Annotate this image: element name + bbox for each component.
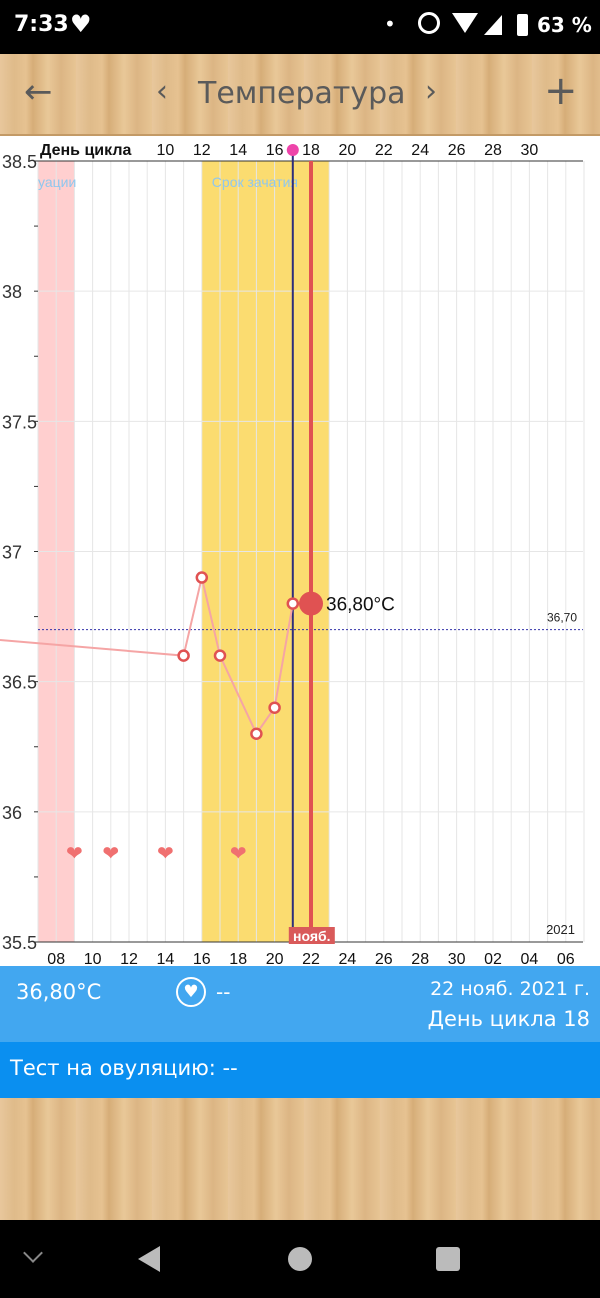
date-tick-label: 04 [521, 951, 539, 966]
temperature-point[interactable] [268, 701, 281, 714]
date-tick-label: 28 [411, 951, 429, 966]
date-tick-label: 02 [484, 951, 502, 966]
cycle-day-tick-label: 16 [266, 142, 284, 159]
back-arrow-icon[interactable]: ← [24, 72, 53, 112]
cycle-day-tick-label: 14 [229, 142, 247, 159]
intercourse-heart-icon: ❤ [157, 841, 174, 865]
nav-recents-icon[interactable] [436, 1247, 460, 1271]
temperature-series-line [0, 577, 311, 736]
cycle-day-tick-label: 12 [193, 142, 211, 159]
temperature-point[interactable] [286, 597, 300, 610]
wifi-icon [452, 13, 478, 33]
month-badge [288, 927, 335, 944]
date-tick-label: 12 [120, 951, 138, 966]
y-tick-label: 38.5 [2, 152, 37, 172]
date-tick-label: 22 [302, 951, 320, 966]
date-tick-label: 20 [266, 951, 284, 966]
fertile-window-label: Срок зачатия [212, 174, 298, 190]
y-tick-label: 36.5 [2, 673, 37, 693]
y-tick-label: 37 [2, 543, 22, 563]
cycle-day-tick-label: 24 [411, 142, 429, 159]
cycle-day-tick-label: 20 [339, 142, 357, 159]
temperature-point[interactable] [213, 649, 227, 662]
info-temperature: 36,80°C [16, 980, 102, 1004]
cycle-day-tick-label: 22 [375, 142, 393, 159]
intercourse-heart-icon: ❤ [102, 841, 119, 865]
cycle-day-tick-label: 10 [157, 142, 175, 159]
temperature-point[interactable] [250, 727, 263, 740]
cycle-day-tick-label: 18 [302, 142, 320, 159]
cycle-day-tick-label: 30 [521, 142, 539, 159]
chevron-right-icon[interactable]: › [425, 74, 437, 109]
y-tick-label: 37.5 [2, 412, 37, 432]
date-tick-label: 10 [84, 951, 102, 966]
year-label: 2021 [546, 922, 575, 937]
intercourse-heart-icon: ❤ [66, 841, 83, 865]
cycle-day-label: День цикла [40, 142, 131, 159]
status-time: 7:33 [14, 12, 69, 37]
menstruation-label: уации [38, 174, 76, 190]
info-date: 22 нояб. 2021 г. [430, 978, 590, 1000]
app-header: ← ‹ Температура › + [0, 54, 600, 136]
month-label: нояб. [293, 928, 331, 944]
add-icon[interactable]: + [544, 68, 578, 114]
date-tick-label: 24 [339, 951, 357, 966]
page-title: Температура [198, 76, 406, 111]
y-tick-label: 35.5 [2, 933, 37, 953]
date-tick-label: 06 [557, 951, 575, 966]
heart-circle-icon: ♥ [176, 977, 206, 1007]
battery-percentage: 63 % [537, 13, 592, 37]
battery-icon [517, 14, 528, 36]
ovulation-test-bar[interactable]: Тест на овуляцию: -- [0, 1042, 600, 1098]
date-tick-label: 16 [193, 951, 211, 966]
nav-home-icon[interactable] [288, 1247, 312, 1271]
temperature-chart[interactable]: 38.5 38 37.5 37 36.5 36 35.5 36,70 уации Срок … [0, 136, 600, 966]
date-tick-label: 14 [157, 951, 175, 966]
chevron-down-icon[interactable] [23, 1243, 43, 1263]
y-tick-label: 36 [2, 803, 22, 823]
signal-icon [484, 15, 502, 35]
day-info-panel[interactable]: 36,80°C ♥ -- 22 нояб. 2021 г. День цикла… [0, 966, 600, 1042]
temperature-point[interactable] [195, 571, 209, 584]
ovulation-test-label: Тест на овуляцию: -- [10, 1056, 238, 1080]
selected-point[interactable] [299, 591, 323, 616]
nav-back-icon[interactable] [138, 1246, 160, 1272]
temperature-chart-svg[interactable]: 38.5 38 37.5 37 36.5 36 35.5 36,70 уации Срок … [0, 136, 600, 966]
date-tick-label: 18 [229, 951, 247, 966]
ovulation-marker [286, 144, 299, 156]
date-tick-label: 30 [448, 951, 466, 966]
cycle-day-tick-label: 28 [484, 142, 502, 159]
date-tick-label: 08 [47, 951, 65, 966]
cycle-day-tick-label: 26 [448, 142, 466, 159]
y-tick-label: 38 [2, 282, 22, 302]
info-cycle-day: День цикла 18 [427, 1007, 590, 1031]
chevron-left-icon[interactable]: ‹ [156, 74, 168, 109]
temperature-point[interactable] [177, 649, 190, 662]
intercourse-heart-icon: ❤ [230, 841, 247, 865]
selected-temp-label: 36,80°C [326, 595, 395, 616]
status-bar: 7:33 ♥ • 63 % [0, 0, 600, 54]
date-tick-label: 26 [375, 951, 393, 966]
heart-icon: ♥ [70, 10, 92, 38]
alarm-icon [418, 12, 440, 34]
intercourse-value: -- [216, 980, 231, 1004]
navigation-bar [0, 1220, 600, 1298]
wood-background [0, 1098, 600, 1220]
coverline-label: 36,70 [547, 611, 577, 625]
notification-dot-icon: • [384, 12, 396, 36]
